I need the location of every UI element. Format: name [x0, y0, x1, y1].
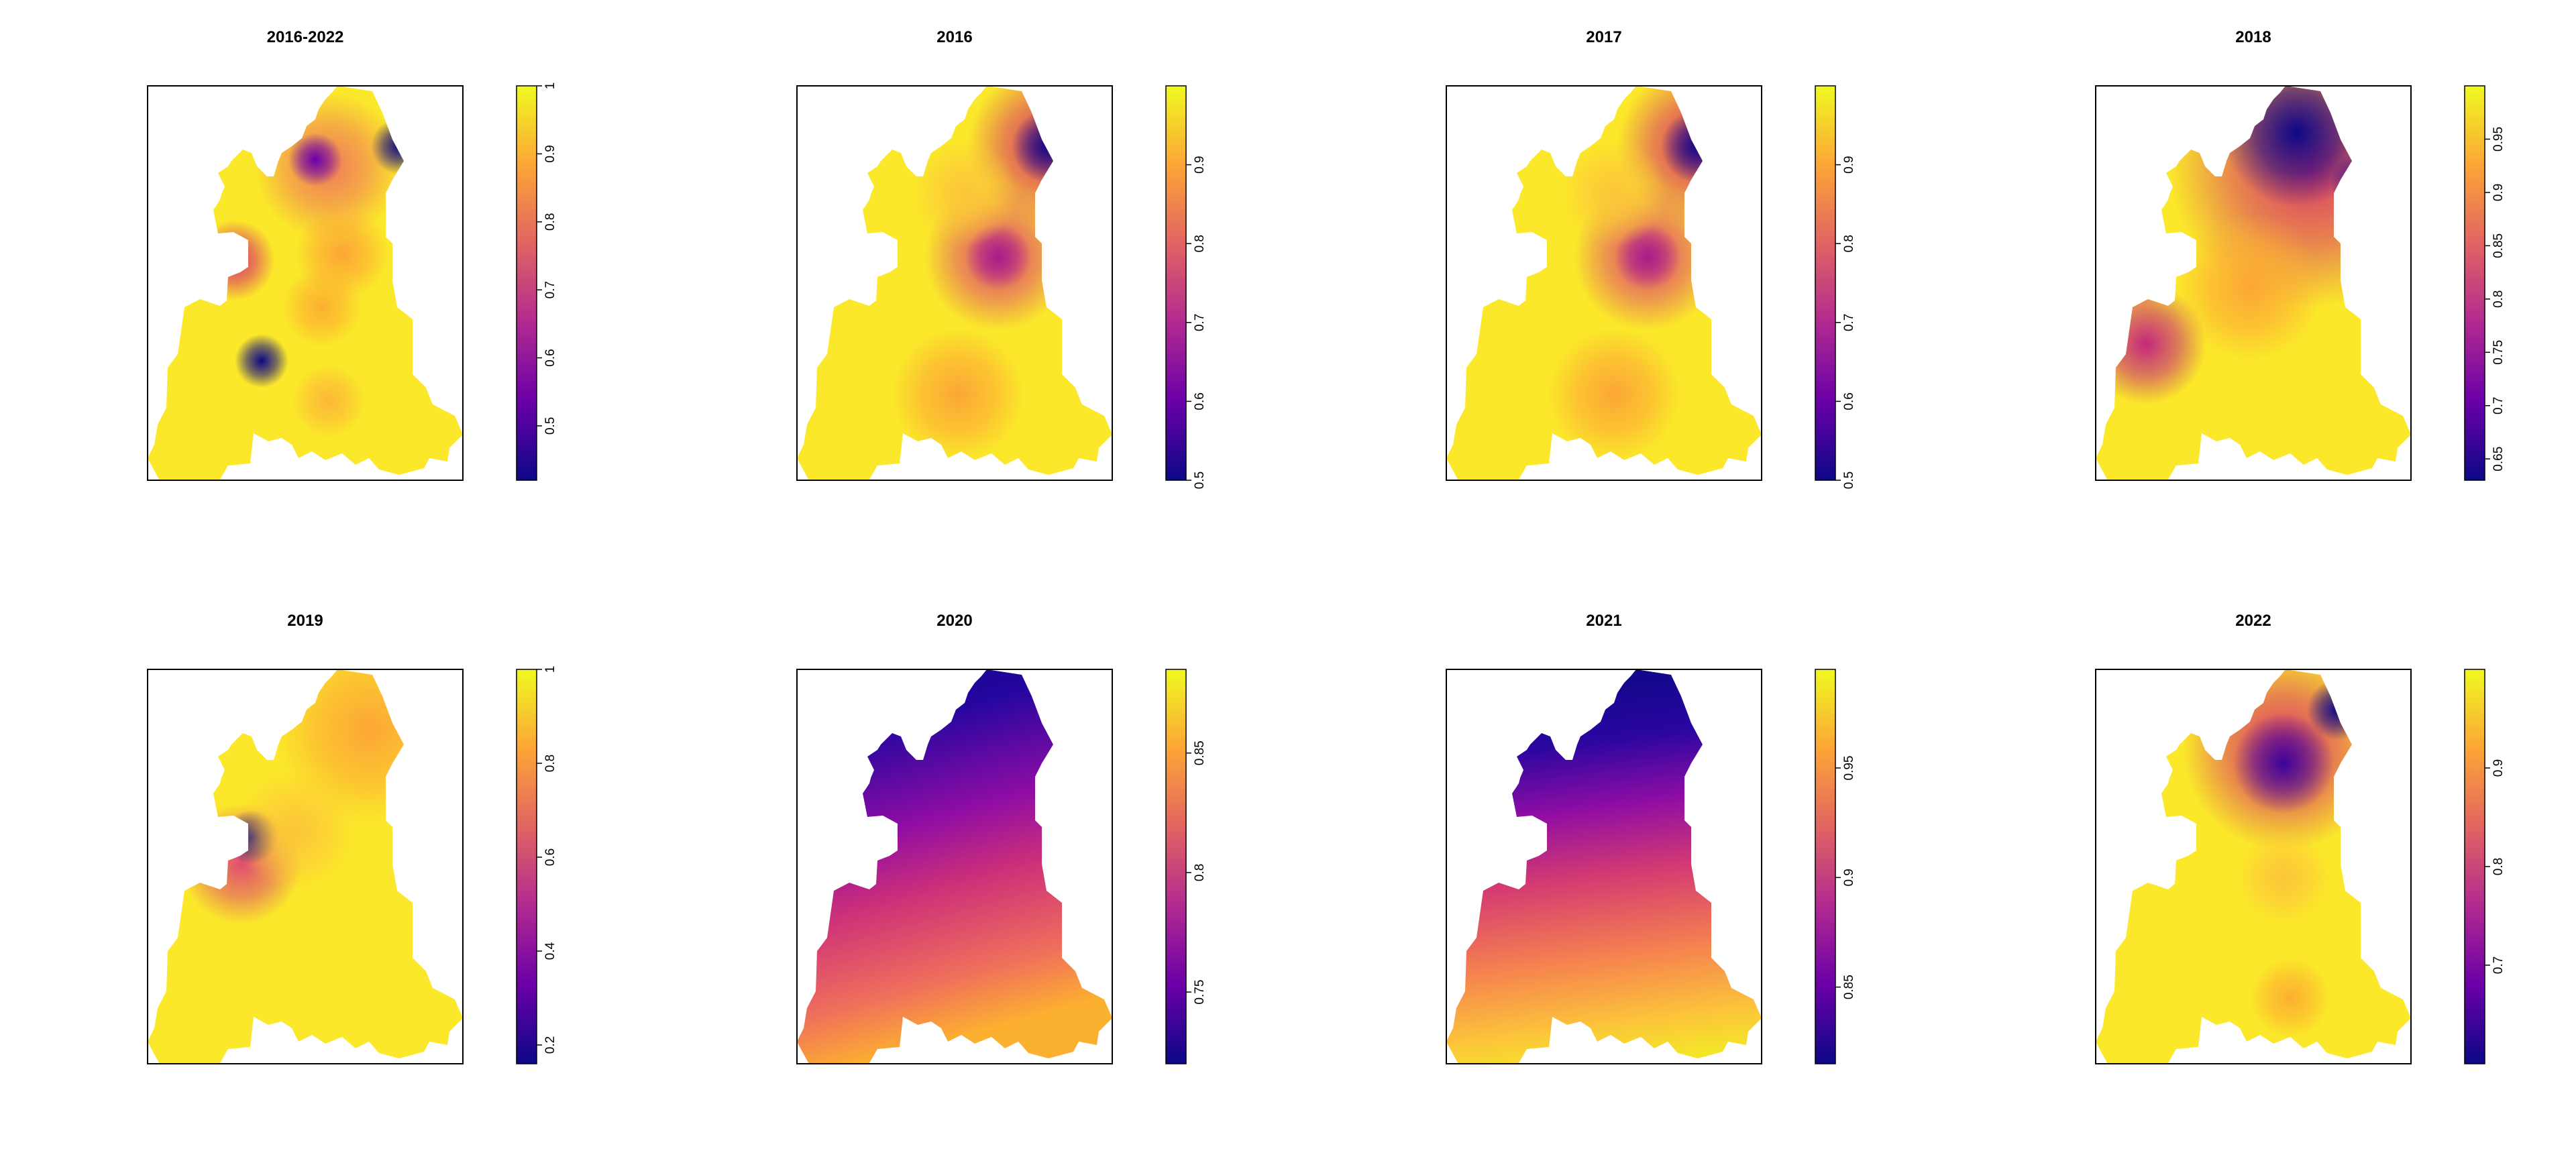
colorbar-tick-label: 0.95 — [2491, 127, 2506, 152]
colorbar-tick-label: 0.9 — [2491, 184, 2506, 201]
colorbar-tick-label: 0.9 — [2491, 759, 2506, 777]
map-raster — [1446, 669, 1762, 1064]
colorbar — [516, 85, 537, 481]
colorbar-tick-label: 0.65 — [2491, 447, 2506, 472]
colorbar-tick-label: 1 — [543, 666, 557, 673]
map-frame — [796, 669, 1113, 1064]
colorbar-tick-label: 0.5 — [1193, 472, 1207, 489]
colorbar-tick-label: 0.9 — [543, 145, 557, 162]
map-panel: 2020 0.75 0.8 0.85 — [796, 612, 1207, 1064]
colorbar-tick-label: 0.7 — [1842, 314, 1856, 331]
map-panel: 2016 0.5 0.6 0.7 0.8 0.9 — [796, 28, 1207, 489]
colorbar-tick-label: 0.9 — [1842, 869, 1856, 886]
colorbar — [1165, 85, 1187, 481]
map-raster — [797, 669, 1112, 1064]
map-frame — [2095, 669, 2412, 1064]
colorbar-tick-label: 0.8 — [1193, 235, 1207, 252]
panel-title: 2022 — [2235, 612, 2271, 630]
colorbar-tick-label: 0.85 — [1193, 740, 1207, 765]
map-frame — [2095, 85, 2412, 481]
map-raster — [797, 86, 1112, 480]
colorbar-tick-label: 0.7 — [1193, 314, 1207, 331]
colorbar-tick-label: 0.8 — [2491, 858, 2506, 875]
colorbar-tick-label: 0.4 — [543, 942, 557, 960]
map-frame — [796, 85, 1113, 481]
panel-title: 2018 — [2235, 28, 2271, 46]
colorbar-tick-label: 0.7 — [2491, 397, 2506, 415]
colorbar-tick-label: 0.5 — [543, 417, 557, 435]
colorbar-tick-label: 0.8 — [1193, 864, 1207, 881]
colorbar-tick-label: 0.5 — [1842, 472, 1856, 489]
colorbar-tick-label: 0.6 — [1842, 392, 1856, 410]
colorbar-tick-label: 0.7 — [543, 281, 557, 298]
colorbar-tick-label: 0.85 — [1842, 975, 1856, 999]
map-frame — [147, 669, 464, 1064]
map-frame — [147, 85, 464, 481]
map-panel: 2016-2022 0.5 0.6 0.7 0.8 0.9 1 — [147, 28, 557, 481]
panel-title: 2020 — [936, 612, 972, 630]
colorbar-tick-label: 0.95 — [1842, 756, 1856, 781]
map-raster — [1446, 86, 1762, 480]
map-raster — [2096, 669, 2411, 1064]
map-panel: 2019 0.2 0.4 0.6 0.8 1 — [147, 612, 557, 1064]
map-raster — [2096, 86, 2411, 480]
colorbar-tick-label: 0.75 — [1193, 980, 1207, 1005]
panel-title: 2016 — [936, 28, 972, 46]
map-panel: 2021 0.85 0.9 0.95 — [1446, 612, 1856, 1064]
colorbar-tick-label: 0.7 — [2491, 956, 2506, 974]
map-raster — [148, 86, 463, 480]
panel-title: 2021 — [1586, 612, 1621, 630]
map-raster — [148, 669, 463, 1064]
colorbar-tick-label: 0.6 — [543, 848, 557, 866]
colorbar-tick-label: 0.75 — [2491, 340, 2506, 365]
colorbar — [1815, 85, 1836, 481]
colorbar — [2464, 85, 2485, 481]
colorbar-tick-label: 0.8 — [1842, 235, 1856, 252]
panel-title: 2019 — [287, 612, 323, 630]
map-panel: 2017 0.5 0.6 0.7 0.8 0.9 — [1446, 28, 1856, 489]
colorbar-tick-label: 0.2 — [543, 1036, 557, 1054]
colorbar — [516, 669, 537, 1064]
colorbar-tick-label: 0.8 — [543, 755, 557, 772]
colorbar — [1165, 669, 1187, 1064]
colorbar — [1815, 669, 1836, 1064]
colorbar-tick-label: 0.8 — [543, 213, 557, 231]
colorbar-tick-label: 0.9 — [1193, 156, 1207, 173]
panel-title: 2016-2022 — [267, 28, 344, 46]
colorbar-tick-label: 0.6 — [1193, 392, 1207, 410]
map-frame — [1446, 669, 1762, 1064]
panel-title: 2017 — [1586, 28, 1621, 46]
colorbar-tick-label: 1 — [543, 82, 557, 90]
colorbar-tick-label: 0.9 — [1842, 156, 1856, 173]
colorbar-tick-label: 0.8 — [2491, 290, 2506, 308]
map-frame — [1446, 85, 1762, 481]
map-panel: 2018 0.65 0.7 0.75 0.8 0.85 0.9 0.95 — [2095, 28, 2506, 481]
colorbar — [2464, 669, 2485, 1064]
colorbar-tick-label: 0.6 — [543, 349, 557, 366]
colorbar-tick-label: 0.85 — [2491, 233, 2506, 258]
map-panel: 2022 0.7 0.8 0.9 — [2095, 612, 2506, 1064]
